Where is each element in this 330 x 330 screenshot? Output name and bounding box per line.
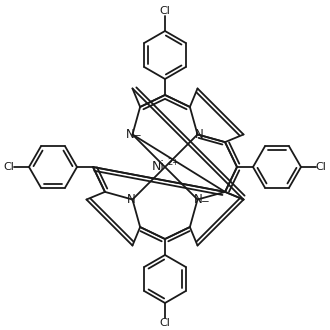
Text: Cl: Cl [160, 6, 170, 16]
Text: Cl: Cl [160, 318, 170, 328]
Text: 2+: 2+ [167, 158, 179, 167]
Text: −: − [201, 197, 210, 207]
Text: N: N [127, 193, 136, 206]
Text: −: − [133, 131, 142, 142]
Text: N: N [194, 193, 203, 206]
Text: Cl: Cl [315, 162, 326, 172]
Text: N: N [126, 128, 135, 141]
Text: Ni: Ni [152, 160, 165, 174]
Text: N: N [195, 128, 204, 141]
Text: Cl: Cl [4, 162, 15, 172]
